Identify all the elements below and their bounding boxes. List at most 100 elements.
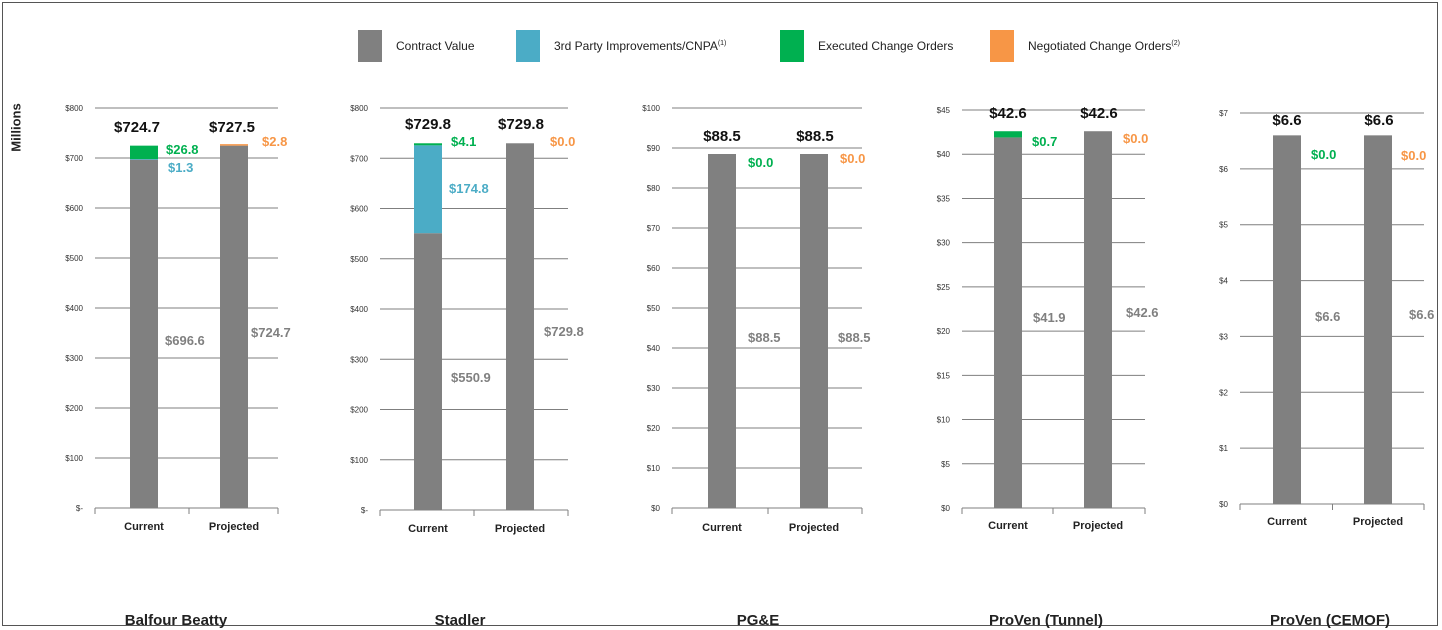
legend-label: Contract Value — [396, 39, 475, 53]
y-tick-label: $300 — [350, 355, 368, 364]
y-tick-label: $70 — [647, 224, 661, 233]
y-tick-label: $30 — [647, 384, 661, 393]
chart-title: ProVen (Tunnel) — [989, 612, 1103, 629]
total-label: $727.5 — [209, 119, 255, 136]
total-label: $42.6 — [989, 105, 1027, 122]
category-label: Projected — [495, 523, 545, 535]
y-tick-label: $2 — [1219, 388, 1228, 397]
bar-contract-value-current — [130, 159, 158, 508]
bar-3rd-party-improvements-cnpa-current — [414, 145, 442, 234]
y-tick-label: $500 — [350, 255, 368, 264]
contract-value-label: $550.9 — [451, 370, 491, 385]
executed-change-label: $0.0 — [1311, 147, 1336, 162]
y-tick-label: $35 — [937, 194, 951, 203]
y-tick-label: $3 — [1219, 332, 1228, 341]
legend-item-executed-change-orders: Executed Change Orders — [780, 30, 953, 62]
legend-swatch-contract-value — [358, 30, 382, 62]
bar-executed-change-orders-current — [414, 143, 442, 146]
total-label: $88.5 — [796, 128, 834, 145]
y-tick-label: $40 — [937, 150, 951, 159]
bar-contract-value-current — [994, 137, 1022, 508]
y-tick-label: $7 — [1219, 109, 1228, 118]
y-tick-label: $45 — [937, 106, 951, 115]
chart-title: Stadler — [435, 612, 486, 629]
y-tick-label: $30 — [937, 239, 951, 248]
y-tick-label: $300 — [65, 354, 83, 363]
y-tick-label: $15 — [937, 371, 951, 380]
executed-change-label: $0.0 — [748, 155, 773, 170]
executed-change-label: $4.1 — [451, 134, 476, 149]
legend-label: Executed Change Orders — [818, 39, 954, 53]
bar-negotiated-change-orders-projected — [220, 144, 248, 146]
negotiated-change-label: $0.0 — [840, 151, 865, 166]
contract-value-label: $88.5 — [748, 330, 781, 345]
y-tick-label: $4 — [1219, 277, 1228, 286]
y-tick-label: $500 — [65, 254, 83, 263]
negotiated-change-label: $2.8 — [262, 134, 287, 149]
third-party-label: $1.3 — [168, 160, 193, 175]
y-tick-label: $700 — [350, 154, 368, 163]
executed-change-label: $0.7 — [1032, 134, 1057, 149]
y-tick-label: $5 — [1219, 221, 1228, 230]
y-tick-label: $- — [361, 506, 368, 515]
legend-swatch-third-party — [516, 30, 540, 62]
legend-label: 3rd Party Improvements/CNPA(1) — [554, 39, 727, 53]
bar-executed-change-orders-current — [130, 145, 158, 160]
third-party-label: $174.8 — [449, 181, 489, 196]
bar-executed-change-orders-current — [994, 131, 1022, 138]
y-tick-label: $- — [76, 504, 83, 513]
contract-value-label: $88.5 — [838, 330, 871, 345]
y-tick-label: $100 — [350, 456, 368, 465]
category-label: Current — [408, 523, 448, 535]
y-tick-label: $600 — [65, 204, 83, 213]
chart-title: PG&E — [737, 612, 780, 629]
y-tick-label: $1 — [1219, 444, 1228, 453]
bar-contract-value-current — [414, 233, 442, 511]
y-tick-label: $25 — [937, 283, 951, 292]
legend-label: Negotiated Change Orders(2) — [1028, 39, 1180, 53]
legend-swatch-executed — [780, 30, 804, 62]
y-tick-label: $0 — [651, 504, 660, 513]
legend-item-contract-value: Contract Value — [358, 30, 475, 62]
y-tick-label: $80 — [647, 184, 661, 193]
y-tick-label: $100 — [65, 454, 83, 463]
y-tick-label: $800 — [65, 104, 83, 113]
bar-contract-value-projected — [506, 143, 534, 510]
y-tick-label: $0 — [1219, 500, 1228, 509]
contract-value-label: $6.6 — [1315, 309, 1340, 324]
category-label: Current — [1267, 516, 1307, 528]
chart-title: Balfour Beatty — [125, 612, 228, 629]
category-label: Current — [702, 522, 742, 534]
bar-contract-value-projected — [1364, 135, 1392, 505]
category-label: Current — [988, 520, 1028, 532]
y-tick-label: $5 — [941, 460, 950, 469]
y-tick-label: $90 — [647, 144, 661, 153]
category-label: Current — [124, 521, 164, 533]
y-tick-label: $50 — [647, 304, 661, 313]
total-label: $6.6 — [1272, 112, 1301, 129]
total-label: $6.6 — [1364, 112, 1393, 129]
y-tick-label: $20 — [937, 327, 951, 336]
executed-change-label: $26.8 — [166, 142, 199, 157]
contract-value-label: $729.8 — [544, 324, 584, 339]
bar-contract-value-current — [708, 154, 736, 508]
category-label: Projected — [1353, 516, 1403, 528]
y-tick-label: $20 — [647, 424, 661, 433]
legend: Contract Value 3rd Party Improvements/CN… — [0, 0, 1442, 80]
negotiated-change-label: $0.0 — [1123, 131, 1148, 146]
negotiated-change-label: $0.0 — [550, 134, 575, 149]
category-label: Projected — [1073, 520, 1123, 532]
y-tick-label: $600 — [350, 205, 368, 214]
negotiated-change-label: $0.0 — [1401, 148, 1426, 163]
contract-value-label: $41.9 — [1033, 310, 1066, 325]
y-tick-label: $400 — [65, 304, 83, 313]
legend-item-third-party: 3rd Party Improvements/CNPA(1) — [516, 30, 726, 62]
y-tick-label: $0 — [941, 504, 950, 513]
total-label: $724.7 — [114, 119, 160, 136]
y-tick-label: $700 — [65, 154, 83, 163]
y-tick-label: $100 — [642, 104, 660, 113]
category-label: Projected — [789, 522, 839, 534]
y-tick-label: $60 — [647, 264, 661, 273]
